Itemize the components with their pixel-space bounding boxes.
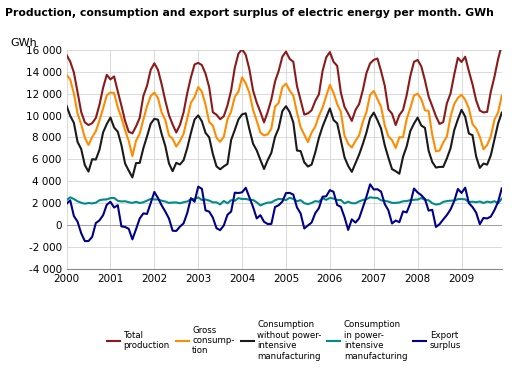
Text: Production, consumption and export surplus of electric energy per month. GWh: Production, consumption and export surpl… — [5, 8, 494, 18]
Legend: Total
production, Gross
consump-
tion, Consumption
without power-
intensive
manu: Total production, Gross consump- tion, C… — [104, 317, 464, 364]
Text: GWh: GWh — [10, 38, 37, 48]
